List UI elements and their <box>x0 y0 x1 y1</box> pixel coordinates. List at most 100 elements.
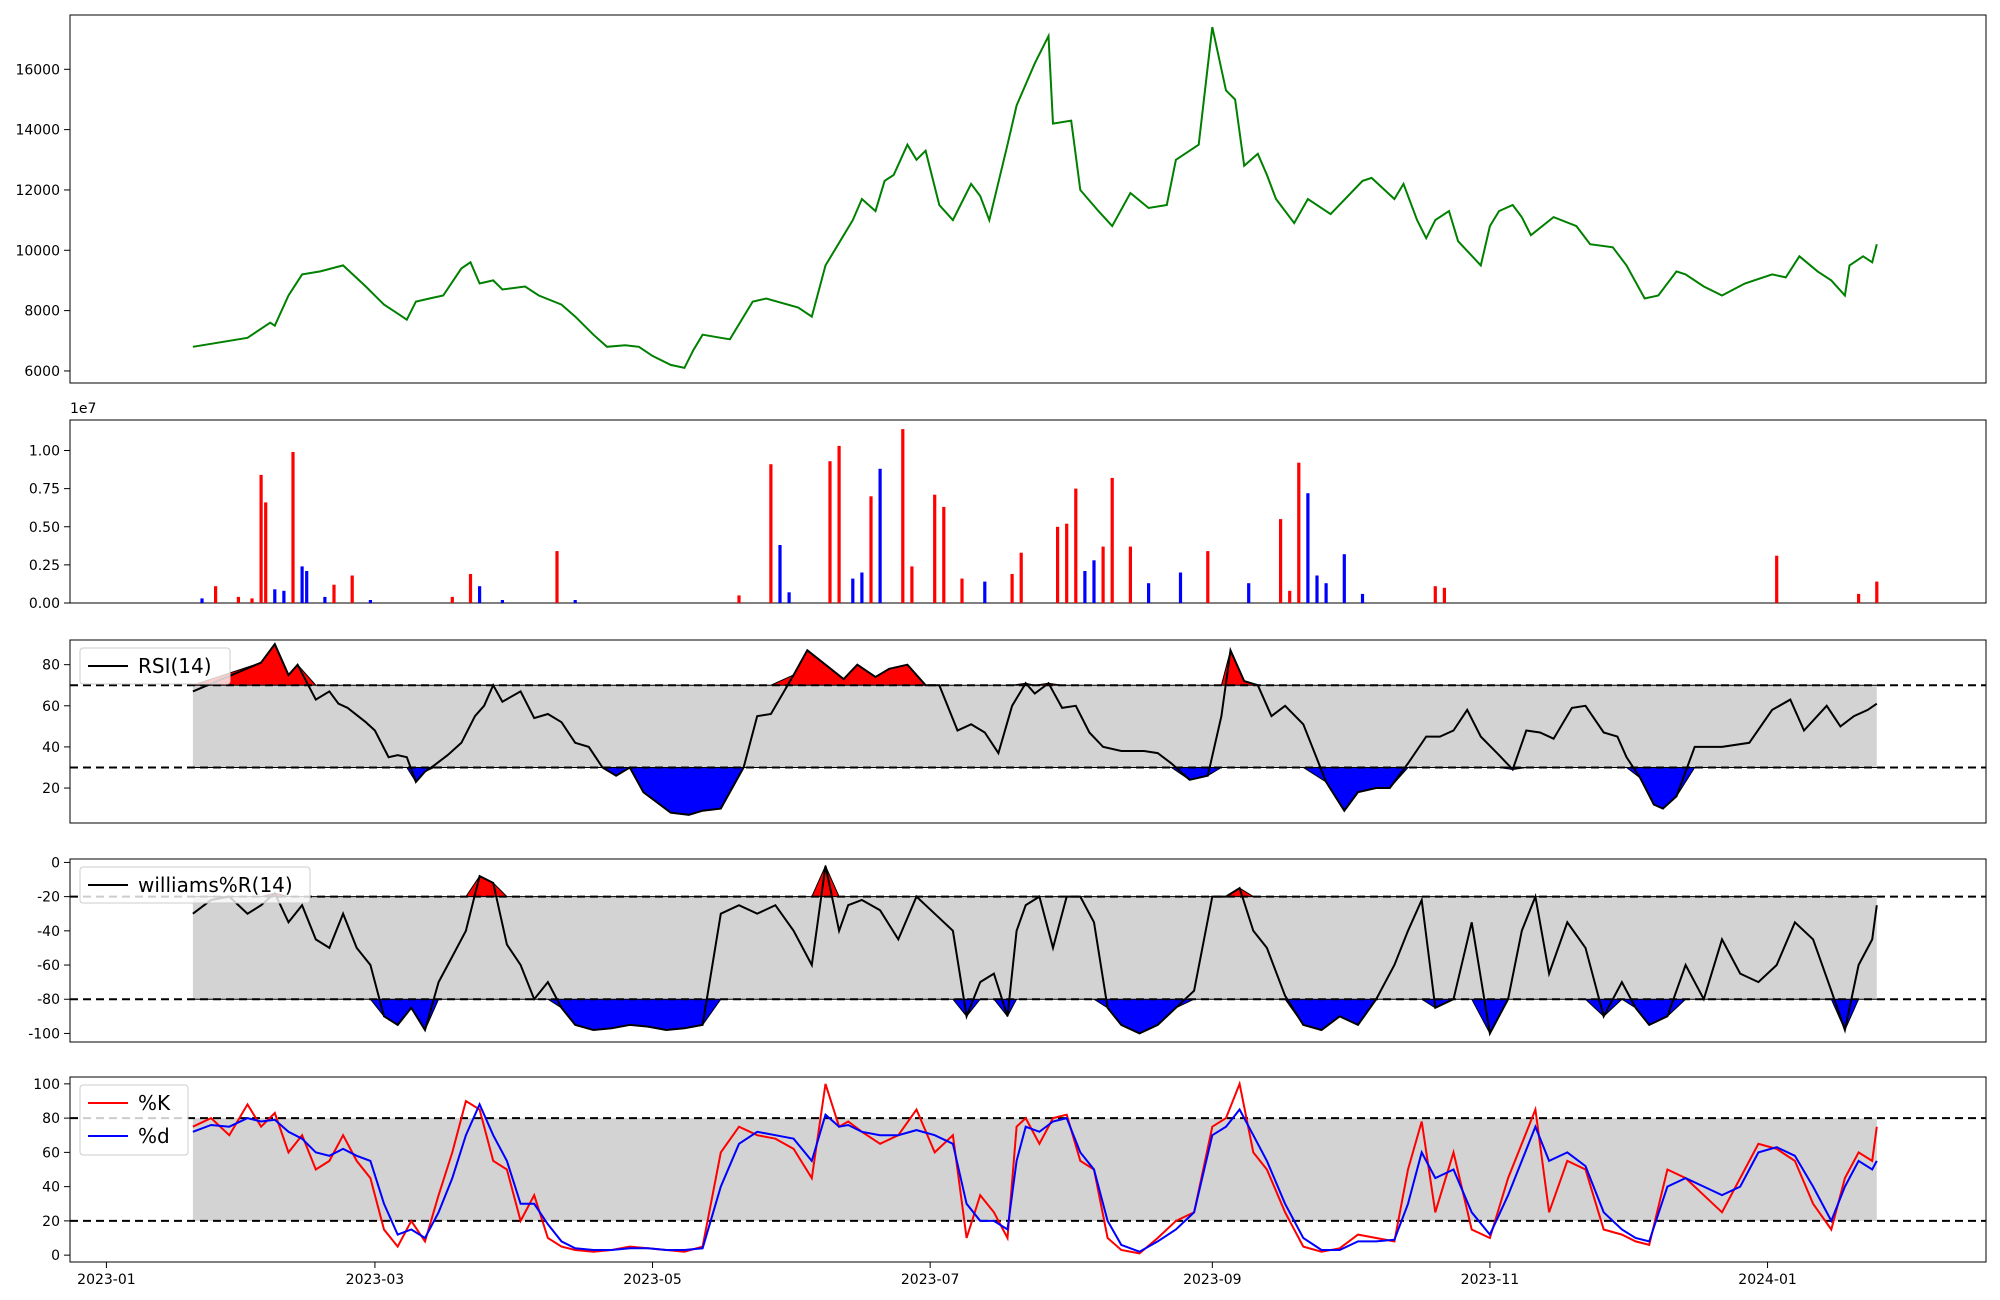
stochastic-y-axis: 0 20 40 60 80 100 <box>33 1077 70 1264</box>
stochastic-legend-k-label: %K <box>138 1091 171 1115</box>
volume-bar <box>1092 560 1096 603</box>
williams-y-tick-label: -20 <box>37 890 60 906</box>
price-y-tick-label: 12000 <box>15 183 60 199</box>
williams-y-tick-label: 0 <box>51 855 60 871</box>
volume-y-axis: 0.00 0.25 0.50 0.75 1.00 <box>29 444 70 612</box>
williams-legend-box <box>79 866 311 904</box>
x-tick-label: 2023-01 <box>77 1272 136 1288</box>
volume-bar <box>1128 546 1132 603</box>
volume-bar <box>250 598 254 603</box>
williams-y-axis: -100 -80 -60 -40 -20 0 <box>28 855 70 1042</box>
volume-bar <box>300 566 304 603</box>
x-tick-label: 2024-01 <box>1738 1272 1797 1288</box>
volume-bar <box>1065 523 1069 603</box>
rsi-y-axis: 20 40 60 80 <box>42 658 70 797</box>
stochastic-y-tick-label: 20 <box>42 1214 60 1230</box>
rsi-line <box>192 642 1878 816</box>
volume-y-tick-label: 0.75 <box>29 482 60 498</box>
volume-bar <box>828 461 832 603</box>
volume-bar <box>1010 574 1014 603</box>
volume-y-tick-label: 1.00 <box>29 444 60 460</box>
volume-bar <box>769 464 773 603</box>
volume-bar <box>1875 581 1879 603</box>
volume-bar <box>500 600 504 603</box>
volume-bar <box>1206 551 1210 603</box>
rsi-line-layer <box>192 642 1878 816</box>
volume-bar <box>259 474 263 603</box>
price-y-tick-label: 6000 <box>24 364 60 380</box>
volume-bar <box>468 574 473 603</box>
volume-bar <box>901 429 905 603</box>
rsi-y-tick-label: 80 <box>42 658 60 674</box>
volume-bar <box>236 596 240 603</box>
volume-bar <box>1315 575 1319 603</box>
volume-bar <box>291 452 295 603</box>
price-y-axis: 6000 8000 10000 12000 14000 16000 <box>15 62 70 380</box>
volume-bar <box>1147 583 1151 603</box>
x-tick-label: 2023-05 <box>623 1272 682 1288</box>
volume-bar <box>478 586 482 603</box>
volume-y-tick-label: 0.00 <box>29 596 60 612</box>
volume-bar <box>1297 462 1301 603</box>
volume-bar <box>1433 586 1437 603</box>
price-y-tick-label: 10000 <box>15 243 60 259</box>
volume-bar <box>778 545 782 603</box>
volume-bar <box>200 598 204 603</box>
volume-bar <box>282 590 286 603</box>
rsi-fill-layer <box>70 643 1986 816</box>
volume-bar <box>1288 590 1292 603</box>
volume-bar <box>1083 571 1087 603</box>
williams-legend-label: williams%R(14) <box>138 873 293 897</box>
volume-bar-layer <box>200 429 1879 604</box>
volume-bar <box>1342 554 1346 603</box>
williams-y-tick-label: -60 <box>37 958 60 974</box>
volume-bar <box>1247 583 1251 603</box>
volume-bar <box>983 581 987 603</box>
williams-y-tick-label: -80 <box>37 992 60 1008</box>
stochastic-legend: %K %d <box>79 1084 189 1156</box>
volume-chart-panel: 1e7 0.00 0.25 0.50 0.75 1.00 <box>29 401 1987 612</box>
price-y-tick-label: 16000 <box>15 62 60 78</box>
volume-plot-frame <box>69 419 1987 604</box>
volume-bar <box>960 578 964 603</box>
rsi-neutral-band <box>192 685 1877 768</box>
price-line <box>192 26 1878 370</box>
rsi-y-tick-label: 40 <box>42 740 60 756</box>
volume-bar <box>368 600 372 603</box>
price-y-tick-label: 14000 <box>15 123 60 139</box>
volume-y-tick-label: 0.50 <box>29 520 60 536</box>
volume-bar <box>837 445 841 603</box>
volume-bar <box>264 502 268 603</box>
stochastic-y-tick-label: 60 <box>42 1145 60 1161</box>
stochastic-k-line <box>192 1080 1878 1255</box>
williams-legend: williams%R(14) <box>79 866 311 904</box>
williams-line <box>192 865 1878 1037</box>
volume-bar <box>860 572 864 603</box>
volume-bar <box>350 575 354 603</box>
stochastic-fill-layer <box>70 1117 1986 1222</box>
williams-line-layer <box>192 865 1878 1037</box>
rsi-y-tick-label: 60 <box>42 699 60 715</box>
price-chart-panel: 6000 8000 10000 12000 14000 16000 <box>15 14 1987 384</box>
volume-bar <box>1101 546 1105 603</box>
volume-bar <box>555 551 559 603</box>
volume-bar <box>1279 519 1283 603</box>
volume-bar <box>933 494 937 603</box>
x-tick-label: 2023-11 <box>1461 1272 1520 1288</box>
volume-bar <box>851 578 855 603</box>
rsi-legend: RSI(14) <box>79 647 231 685</box>
volume-bar <box>214 586 218 603</box>
volume-bar <box>1019 552 1023 603</box>
x-tick-label: 2023-07 <box>901 1272 960 1288</box>
stochastic-legend-box <box>79 1084 189 1156</box>
williams-fill-layer <box>70 864 1986 1035</box>
volume-bar <box>332 584 336 603</box>
volume-bar <box>869 496 873 604</box>
price-plot-frame <box>69 14 1987 384</box>
stochastic-legend-d-label: %d <box>138 1124 170 1148</box>
stochastic-y-tick-label: 80 <box>42 1111 60 1127</box>
rsi-y-tick-label: 20 <box>42 781 60 797</box>
rsi-legend-label: RSI(14) <box>138 654 212 678</box>
stochastic-y-tick-label: 0 <box>51 1248 60 1264</box>
